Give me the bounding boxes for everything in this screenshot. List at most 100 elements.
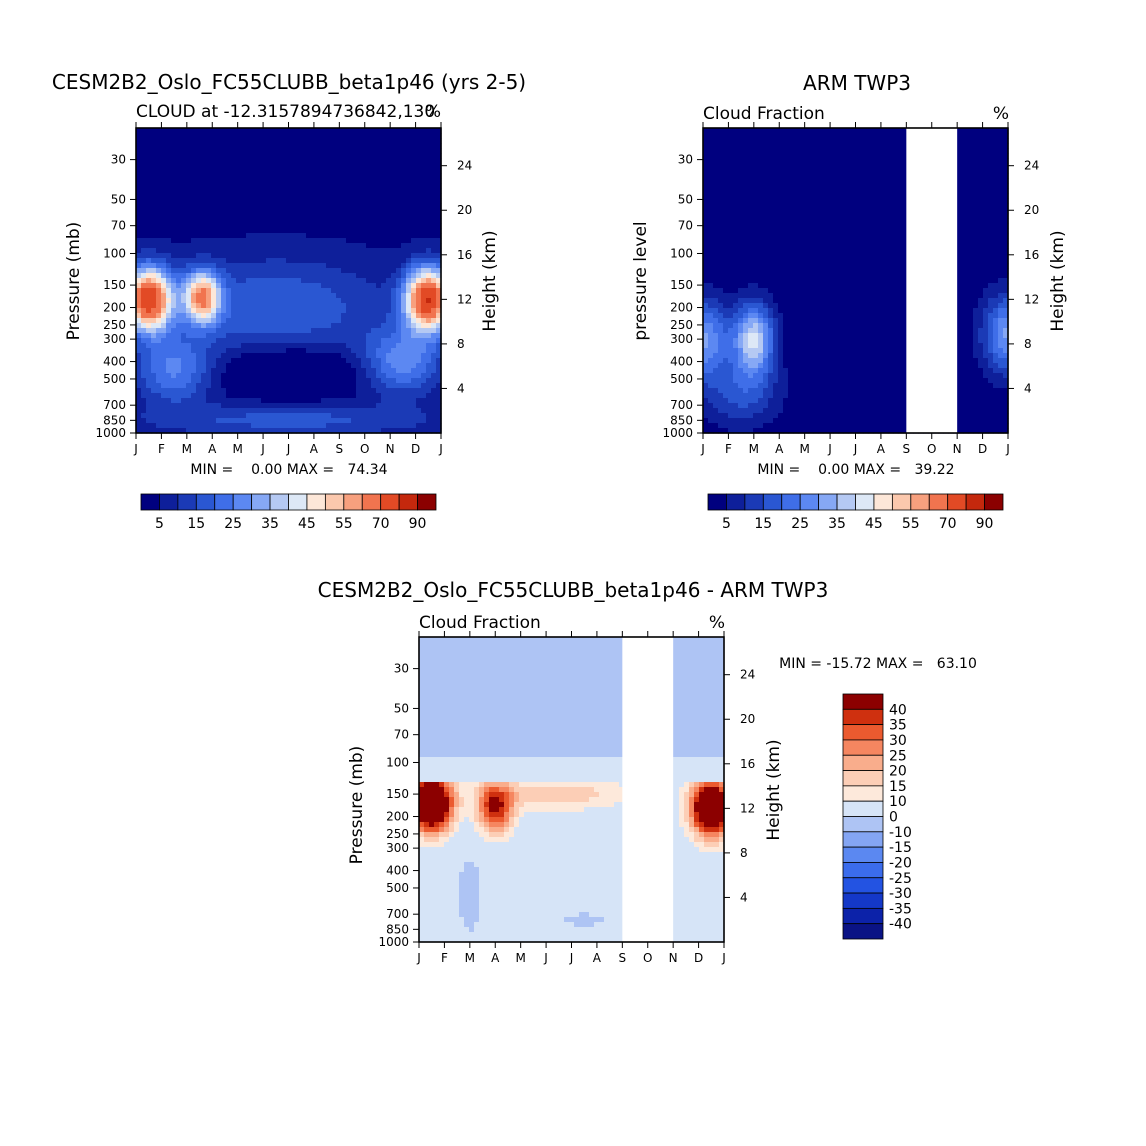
field-cell xyxy=(336,203,342,209)
field-cell xyxy=(286,193,292,199)
field-cell xyxy=(426,163,432,169)
field-cell xyxy=(893,173,899,179)
field-cell xyxy=(256,328,262,334)
field-cell xyxy=(306,263,312,269)
field-cell xyxy=(291,333,297,339)
field-cell xyxy=(758,198,764,204)
field-cell xyxy=(141,278,147,284)
field-cell xyxy=(376,158,382,164)
field-cell xyxy=(181,373,187,379)
field-cell xyxy=(236,383,242,389)
colorbar-box xyxy=(324,493,345,511)
field-cell xyxy=(261,268,267,274)
field-cell xyxy=(161,308,167,314)
field-cell xyxy=(426,388,432,394)
field-cell xyxy=(381,223,387,229)
field-cell xyxy=(276,188,282,194)
field-cell xyxy=(753,168,759,174)
field-cell xyxy=(271,213,277,219)
field-cell xyxy=(326,213,332,219)
field-cell xyxy=(873,133,879,139)
field-cell xyxy=(783,193,789,199)
field-cell xyxy=(311,338,317,344)
field-cell xyxy=(156,273,162,279)
field-cell xyxy=(201,378,207,384)
field-cell xyxy=(221,243,227,249)
field-cell xyxy=(161,323,167,329)
field-cell xyxy=(798,168,804,174)
field-cell xyxy=(146,378,152,384)
field-cell xyxy=(196,283,202,289)
field-cell xyxy=(336,293,342,299)
field-cell xyxy=(743,178,749,184)
field-cell xyxy=(146,318,152,324)
field-cell xyxy=(1003,163,1009,169)
field-cell xyxy=(893,188,899,194)
field-cell xyxy=(431,333,437,339)
field-cell xyxy=(763,173,769,179)
field-cell xyxy=(823,168,829,174)
field-cell xyxy=(306,138,312,144)
field-cell xyxy=(753,208,759,214)
field-cell xyxy=(813,203,819,209)
field-cell xyxy=(351,383,357,389)
field-cell xyxy=(251,243,257,249)
field-cell xyxy=(151,328,157,334)
field-cell xyxy=(301,208,307,214)
field-cell xyxy=(391,358,397,364)
field-cell xyxy=(191,233,197,239)
field-cell xyxy=(191,243,197,249)
field-cell xyxy=(396,338,402,344)
field-cell xyxy=(351,428,357,434)
field-cell xyxy=(401,143,407,149)
field-cell xyxy=(426,308,432,314)
field-cell xyxy=(958,143,964,149)
field-cell xyxy=(196,198,202,204)
field-cell xyxy=(768,188,774,194)
field-cell xyxy=(321,278,327,284)
field-cell xyxy=(296,323,302,329)
field-cell xyxy=(301,198,307,204)
field-cell xyxy=(196,193,202,199)
field-cell xyxy=(296,318,302,324)
field-cell xyxy=(206,148,212,154)
field-cell xyxy=(411,408,417,414)
field-cell xyxy=(843,213,849,219)
field-cell xyxy=(216,323,222,329)
field-cell xyxy=(376,223,382,229)
field-cell xyxy=(146,323,152,329)
field-cell xyxy=(271,363,277,369)
field-cell xyxy=(326,313,332,319)
field-cell xyxy=(266,388,272,394)
field-cell xyxy=(401,358,407,364)
field-cell xyxy=(251,228,257,234)
field-cell xyxy=(341,383,347,389)
field-cell xyxy=(226,288,232,294)
field-cell xyxy=(261,203,267,209)
field-cell xyxy=(823,173,829,179)
field-cell xyxy=(843,153,849,159)
field-cell xyxy=(361,158,367,164)
field-cell xyxy=(381,373,387,379)
field-cell xyxy=(271,203,277,209)
field-cell xyxy=(166,263,172,269)
field-cell xyxy=(281,308,287,314)
field-cell xyxy=(873,168,879,174)
field-cell xyxy=(241,358,247,364)
field-cell xyxy=(958,158,964,164)
field-cell xyxy=(371,133,377,139)
field-cell xyxy=(416,283,422,289)
field-cell xyxy=(778,133,784,139)
field-cell xyxy=(216,303,222,309)
field-cell xyxy=(231,428,237,434)
field-cell xyxy=(431,368,437,374)
field-cell xyxy=(728,173,734,179)
field-cell xyxy=(171,293,177,299)
field-cell xyxy=(361,268,367,274)
field-cell xyxy=(311,358,317,364)
field-cell xyxy=(201,148,207,154)
field-cell xyxy=(166,178,172,184)
field-cell xyxy=(146,218,152,224)
field-cell xyxy=(291,368,297,374)
field-cell xyxy=(401,138,407,144)
